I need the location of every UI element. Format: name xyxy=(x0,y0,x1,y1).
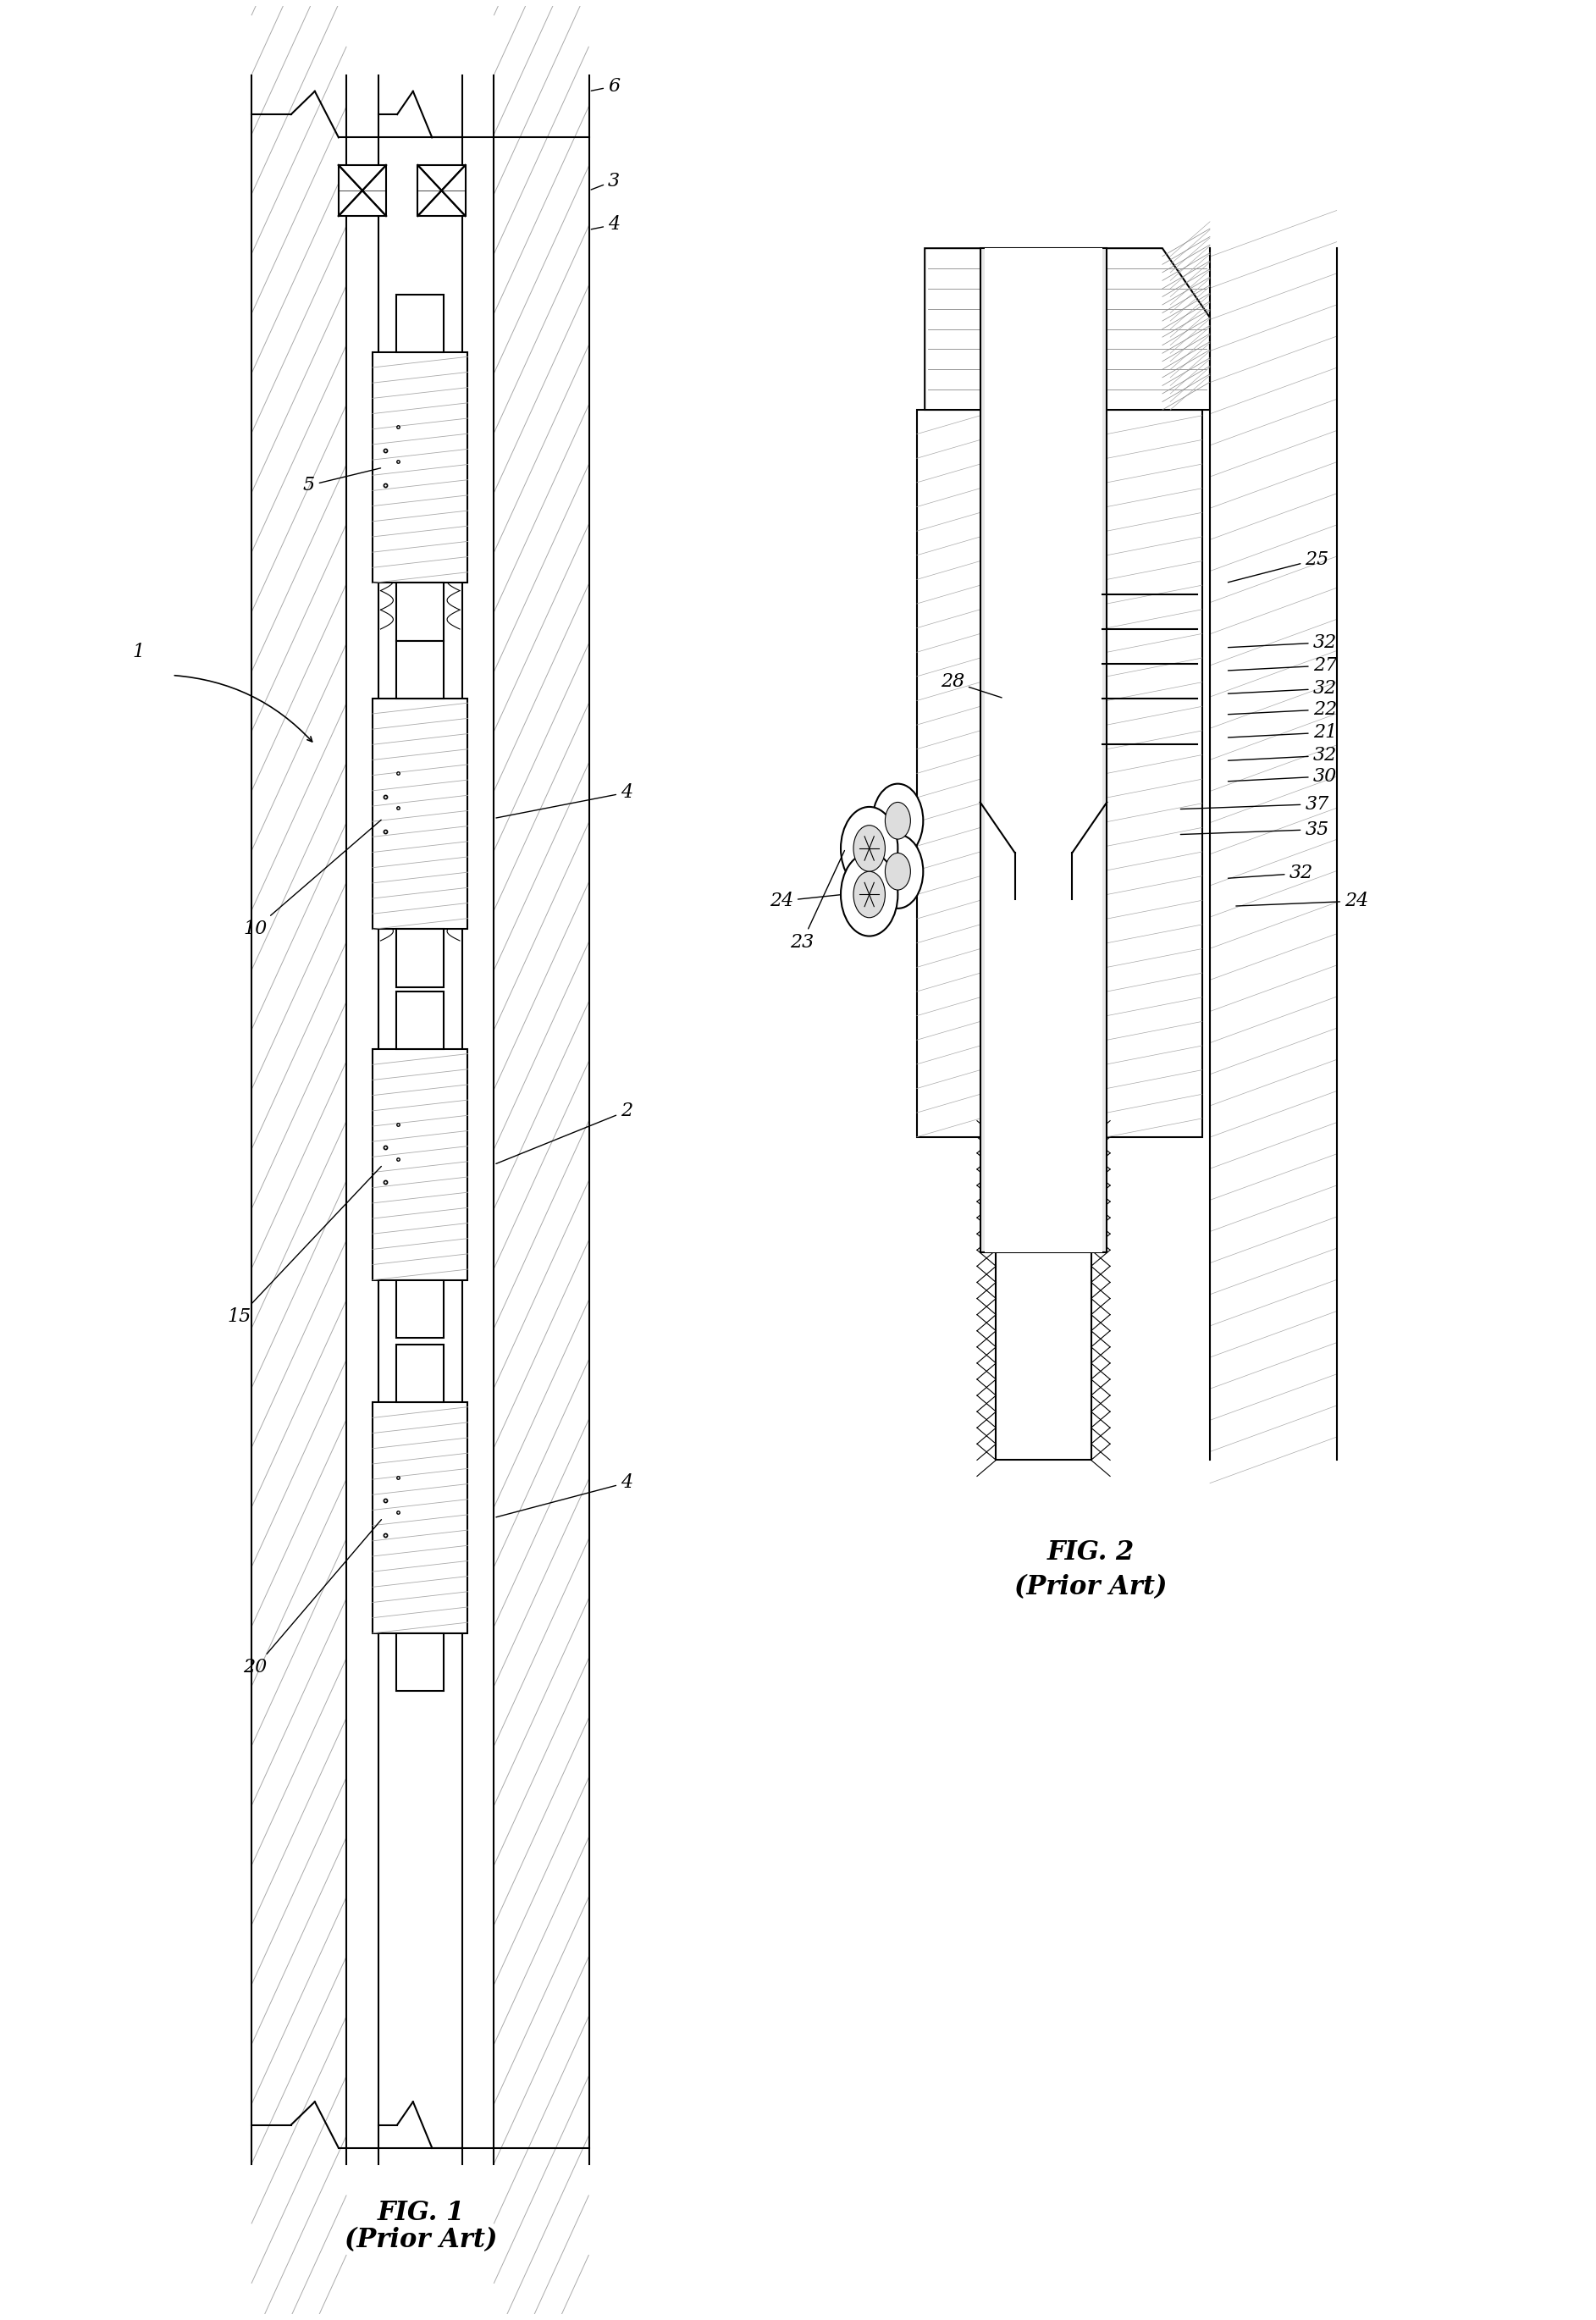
Text: 35: 35 xyxy=(1181,821,1329,840)
Text: 22: 22 xyxy=(1227,701,1337,719)
Text: 1: 1 xyxy=(132,643,145,661)
Text: FIG. 1: FIG. 1 xyxy=(377,2199,464,2225)
Text: 25: 25 xyxy=(1227,550,1329,582)
Text: 4: 4 xyxy=(496,784,632,819)
Bar xyxy=(396,295,444,353)
Text: 6: 6 xyxy=(591,77,619,95)
Bar xyxy=(980,248,1108,1253)
Text: 5: 5 xyxy=(303,469,381,494)
Bar xyxy=(396,582,444,640)
Bar xyxy=(418,165,466,216)
Bar xyxy=(338,165,386,216)
Circle shape xyxy=(841,854,899,935)
Bar xyxy=(396,1633,444,1691)
Circle shape xyxy=(873,784,922,858)
Text: 4: 4 xyxy=(591,216,619,234)
Text: 4: 4 xyxy=(496,1473,632,1517)
Bar xyxy=(372,698,468,930)
Text: 30: 30 xyxy=(1227,768,1337,786)
Text: 2: 2 xyxy=(496,1102,632,1165)
Text: 24: 24 xyxy=(1235,891,1368,909)
Text: 20: 20 xyxy=(243,1520,381,1677)
Bar xyxy=(396,1281,444,1339)
Text: 15: 15 xyxy=(228,1167,381,1325)
Bar xyxy=(985,248,1103,1253)
Circle shape xyxy=(854,872,886,919)
Bar xyxy=(372,1049,468,1281)
Bar xyxy=(372,1401,468,1633)
Bar xyxy=(378,74,463,2165)
Bar xyxy=(1202,225,1344,1482)
Circle shape xyxy=(854,826,886,872)
Circle shape xyxy=(886,803,910,840)
Text: 3: 3 xyxy=(591,172,619,190)
Text: (Prior Art): (Prior Art) xyxy=(1015,1573,1167,1601)
Bar xyxy=(916,411,1202,1137)
Text: 10: 10 xyxy=(243,819,381,937)
Text: 28: 28 xyxy=(940,673,1002,698)
Circle shape xyxy=(873,835,922,909)
Circle shape xyxy=(886,854,910,891)
Bar xyxy=(996,1137,1092,1459)
Text: 23: 23 xyxy=(790,851,844,951)
Bar xyxy=(396,991,444,1049)
Bar xyxy=(396,930,444,986)
Text: 32: 32 xyxy=(1227,633,1337,652)
Polygon shape xyxy=(924,248,1210,411)
Circle shape xyxy=(841,807,899,891)
Text: (Prior Art): (Prior Art) xyxy=(345,2227,498,2253)
Bar xyxy=(346,74,493,2165)
Text: 32: 32 xyxy=(1227,863,1314,882)
Bar xyxy=(396,640,444,698)
Bar xyxy=(372,353,468,582)
Text: 27: 27 xyxy=(1227,657,1337,675)
Bar xyxy=(396,1346,444,1401)
Text: 32: 32 xyxy=(1227,747,1337,766)
Text: 21: 21 xyxy=(1227,724,1337,742)
Text: 37: 37 xyxy=(1181,796,1329,814)
Text: 32: 32 xyxy=(1227,680,1337,698)
Text: 24: 24 xyxy=(769,891,839,909)
Text: FIG. 2: FIG. 2 xyxy=(1047,1538,1135,1566)
